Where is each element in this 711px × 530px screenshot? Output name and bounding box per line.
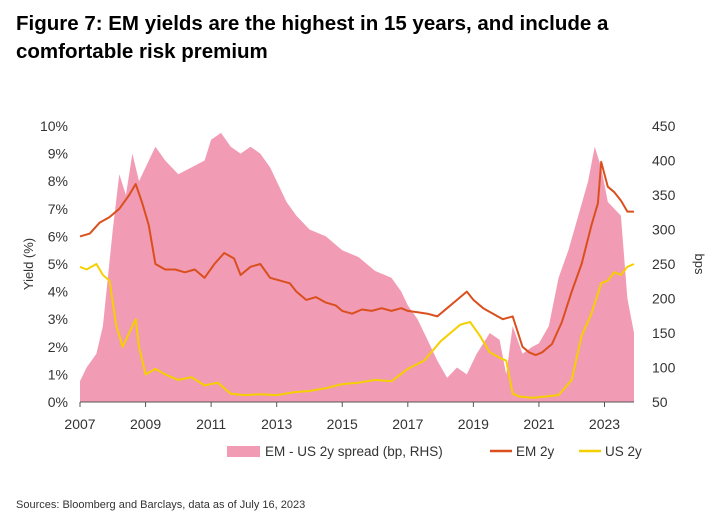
em-2y-line <box>79 160 634 357</box>
y-tick-label: 7% <box>48 201 68 217</box>
spread-area <box>80 132 634 402</box>
source-note: Sources: Bloomberg and Barclays, data as… <box>16 499 306 511</box>
y-tick-label: 3% <box>48 311 68 327</box>
legend: EM - US 2y spread (bp, RHS) EM 2y US 2y <box>227 444 642 459</box>
x-tick-label: 2021 <box>523 416 554 432</box>
us-2y-line <box>79 263 635 399</box>
x-tick-label: 2009 <box>130 416 161 432</box>
y2-tick-label: 250 <box>652 256 676 272</box>
y-tick-label: 10% <box>40 118 68 134</box>
y2-tick-label: 350 <box>652 187 676 203</box>
y-tick-label: 2% <box>48 339 68 355</box>
y2-tick-label: 50 <box>652 394 668 410</box>
y2-tick-label: 450 <box>652 118 676 134</box>
x-tick-label: 2007 <box>64 416 95 432</box>
y-tick-label: 0% <box>48 394 68 410</box>
axes-layer: 10% 9% 8% 7% 6% 5% 4% 3% 2% 1% 0% 450 400 350 300 250 20… <box>40 118 676 432</box>
y-tick-label: 9% <box>48 146 68 162</box>
legend-label-us: US 2y <box>605 444 642 459</box>
x-tick-label: 2023 <box>589 416 620 432</box>
y-tick-label: 6% <box>48 228 68 244</box>
spread-area-layer <box>80 132 634 402</box>
legend-label-em: EM 2y <box>516 444 555 459</box>
y-tick-label: 5% <box>48 256 68 272</box>
legend-label-spread: EM - US 2y spread (bp, RHS) <box>265 444 443 459</box>
us-2y-line-layer <box>79 263 635 399</box>
y2-tick-label: 150 <box>652 325 676 341</box>
y2-tick-label: 100 <box>652 360 676 376</box>
y2-tick-label: 200 <box>652 291 676 307</box>
y-tick-label: 1% <box>48 366 68 382</box>
y-tick-label: 4% <box>48 284 68 300</box>
x-tick-label: 2019 <box>458 416 489 432</box>
y2-axis-label: bps <box>692 254 707 275</box>
y2-tick-label: 400 <box>652 153 676 169</box>
y-tick-label: 8% <box>48 173 68 189</box>
x-tick-label: 2017 <box>392 416 423 432</box>
em-2y-line-layer <box>79 160 634 357</box>
x-tick-label: 2015 <box>327 416 358 432</box>
x-tick-label: 2011 <box>196 416 226 432</box>
chart-canvas: 10% 9% 8% 7% 6% 5% 4% 3% 2% 1% 0% 450 400 350 300 250 20… <box>21 118 707 459</box>
y2-tick-label: 300 <box>652 222 676 238</box>
chart-title: Figure 7: EM yields are the highest in 1… <box>16 12 609 63</box>
legend-swatch-spread <box>227 446 260 457</box>
y-axis-label: Yield (%) <box>21 238 36 290</box>
x-tick-label: 2013 <box>261 416 292 432</box>
